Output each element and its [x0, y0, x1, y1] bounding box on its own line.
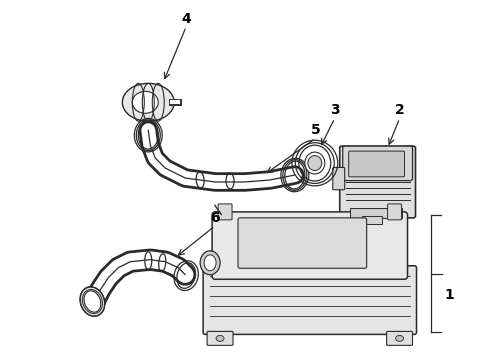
Text: 2: 2: [394, 103, 404, 117]
Ellipse shape: [204, 255, 216, 271]
Text: 4: 4: [181, 12, 191, 26]
Ellipse shape: [200, 251, 220, 275]
Text: 5: 5: [311, 123, 320, 137]
Bar: [350, 208, 401, 218]
FancyBboxPatch shape: [212, 212, 408, 279]
Ellipse shape: [216, 336, 224, 341]
Text: 3: 3: [330, 103, 340, 117]
FancyBboxPatch shape: [333, 167, 345, 190]
Text: 6: 6: [210, 211, 220, 225]
Bar: [362, 216, 382, 224]
FancyBboxPatch shape: [203, 266, 416, 334]
FancyBboxPatch shape: [238, 218, 367, 268]
Ellipse shape: [122, 84, 174, 121]
FancyBboxPatch shape: [207, 332, 233, 345]
Ellipse shape: [395, 336, 404, 341]
FancyBboxPatch shape: [218, 204, 232, 220]
Ellipse shape: [132, 91, 158, 113]
FancyBboxPatch shape: [340, 146, 416, 218]
FancyBboxPatch shape: [349, 151, 405, 177]
FancyBboxPatch shape: [388, 204, 401, 220]
Ellipse shape: [84, 291, 101, 312]
Ellipse shape: [305, 152, 325, 174]
FancyArrowPatch shape: [215, 205, 221, 215]
FancyBboxPatch shape: [387, 332, 413, 345]
Ellipse shape: [308, 156, 322, 171]
Ellipse shape: [80, 287, 105, 316]
Text: 1: 1: [444, 288, 454, 302]
FancyBboxPatch shape: [343, 146, 413, 181]
